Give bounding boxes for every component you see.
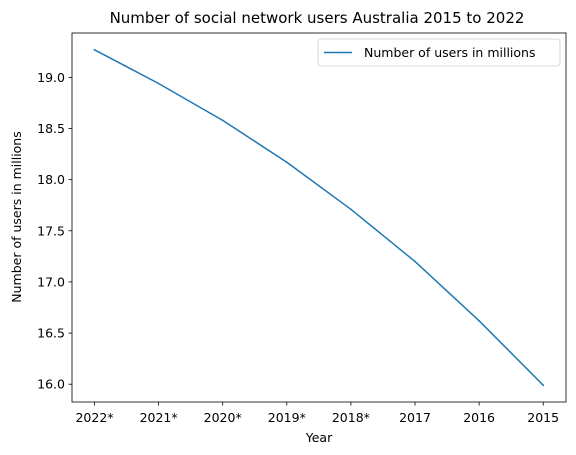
data-point (350, 208, 352, 211)
y-tick-label: 18.5 (37, 121, 65, 136)
data-point (221, 119, 224, 122)
legend: Number of users in millions (317, 38, 561, 67)
data-point (414, 260, 416, 263)
x-tick-label: 2017 (399, 410, 431, 425)
x-axis-ticks: 2022* 2021* 2020* 2019* 2018* 2017 2016 2015 (75, 402, 559, 425)
x-tick-label: 2021* (140, 410, 178, 425)
y-tick-label: 19.0 (37, 70, 65, 85)
data-point (93, 48, 96, 51)
series-line (93, 48, 545, 387)
x-tick-label: 2015 (527, 410, 559, 425)
legend-label: Number of users in millions (364, 45, 535, 60)
data-point (478, 319, 480, 322)
data-point (542, 384, 544, 387)
x-axis-label: Year (305, 430, 333, 445)
y-tick-label: 17.5 (37, 223, 65, 238)
y-axis-ticks: 16.0 16.5 17.0 17.5 18.0 18.5 19.0 (37, 70, 72, 392)
y-tick-label: 16.5 (37, 326, 65, 341)
chart-title: Number of social network users Australia… (110, 9, 525, 27)
data-point (286, 161, 288, 164)
legend-box (317, 38, 561, 67)
x-tick-label: 2019* (268, 410, 306, 425)
y-axis-label: Number of users in millions (9, 131, 24, 302)
y-tick-label: 16.0 (37, 377, 65, 392)
x-tick-label: 2018* (332, 410, 370, 425)
y-tick-label: 18.0 (37, 172, 65, 187)
y-tick-label: 17.0 (37, 274, 65, 289)
x-tick-label: 2016 (463, 410, 495, 425)
x-tick-label: 2022* (75, 410, 113, 425)
data-point (157, 82, 160, 85)
series-layer (93, 48, 545, 387)
plot-frame (71, 32, 567, 403)
x-tick-label: 2020* (204, 410, 242, 425)
